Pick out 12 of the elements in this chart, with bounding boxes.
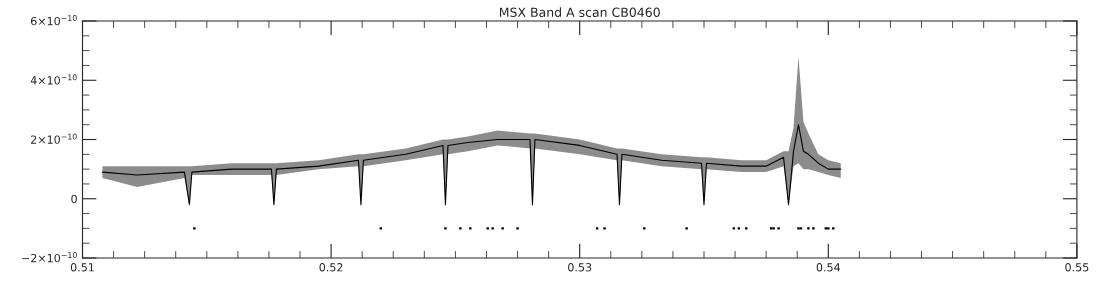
line-series	[101, 124, 842, 206]
x-tick-label: 0.55	[1065, 263, 1089, 272]
x-tick-label: 0.53	[568, 263, 592, 272]
y-tick-label: 4×10$^{−10}$	[30, 74, 77, 85]
y-tick-label: −2×10$^{−10}$	[22, 252, 77, 263]
chart-title: MSX Band A scan CB0460	[499, 7, 660, 18]
y-tick-label: 6×10$^{−10}$	[30, 15, 77, 26]
y-tick-label: 2×10$^{−10}$	[31, 133, 77, 144]
x-tick-label: 0.54	[816, 263, 841, 272]
y-tick-label: 0	[71, 194, 77, 204]
x-tick-label: 0.51	[70, 263, 94, 272]
x-tick-label: 0.52	[319, 263, 343, 272]
